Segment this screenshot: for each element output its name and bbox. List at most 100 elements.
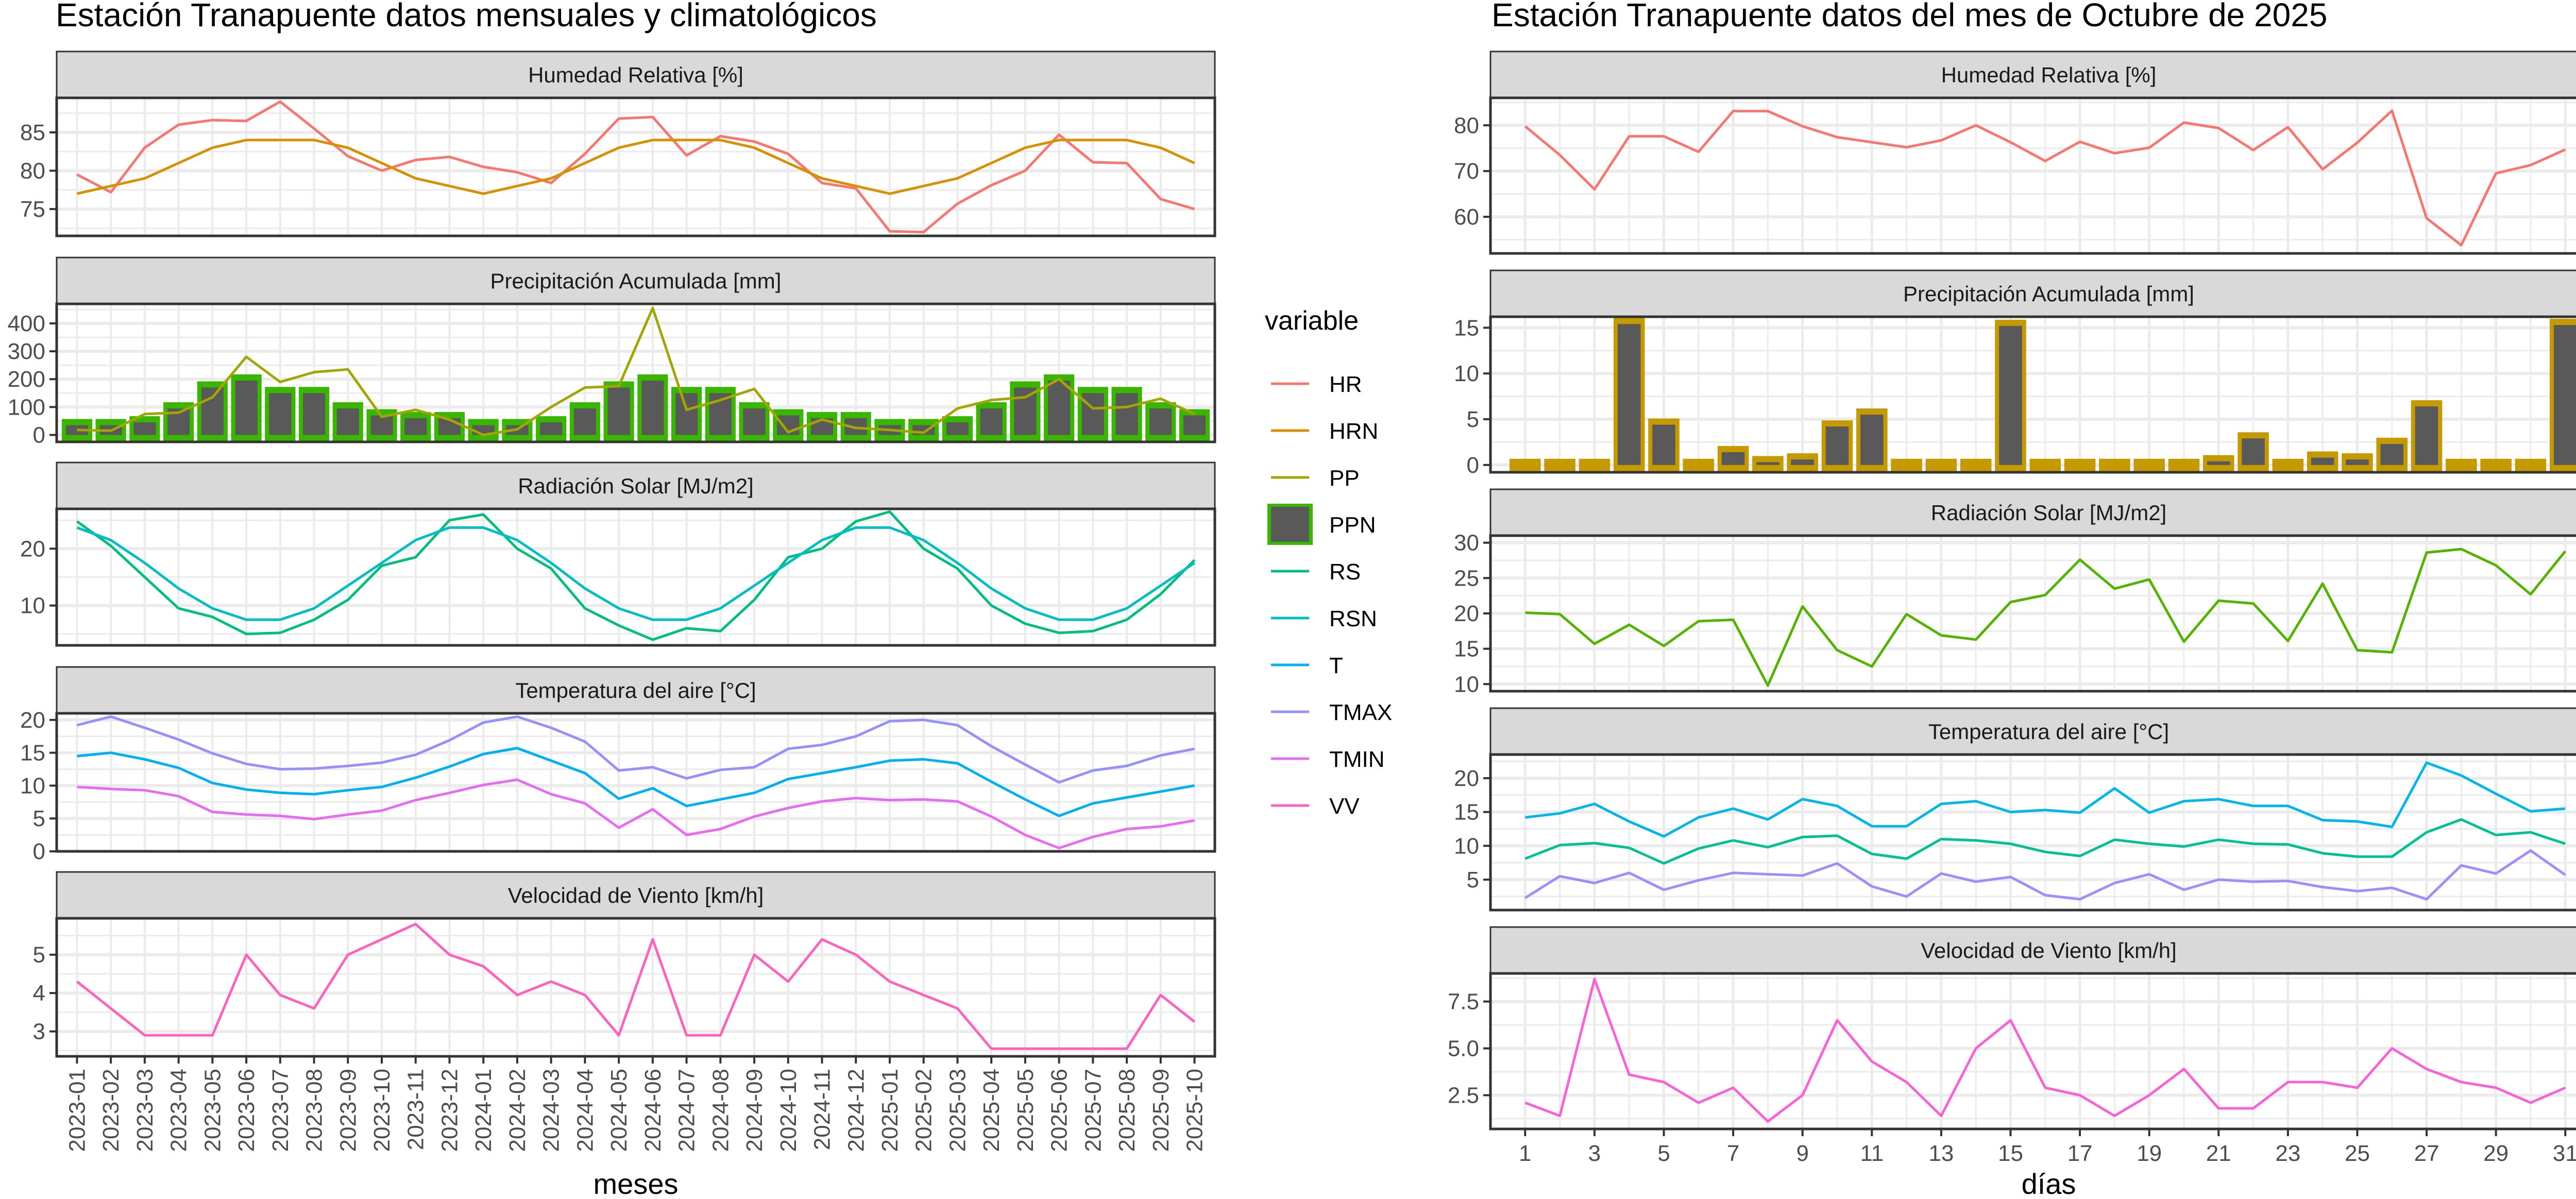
- facet-strip-label: Precipitación Acumulada [mm]: [490, 269, 782, 293]
- x-tick-label: 2025-10: [1182, 1069, 1208, 1152]
- y-tick-label: 80: [20, 158, 45, 183]
- right-chart: Humedad Relativa [%]607080Precipitación …: [1448, 50, 2576, 1199]
- bar-outline: [2515, 458, 2547, 471]
- panel-border: [1489, 534, 2576, 693]
- x-tick-label: 2024-05: [606, 1069, 632, 1152]
- bar: [201, 387, 224, 435]
- y-tick-label: 10: [20, 773, 45, 798]
- facet-panel: Radiación Solar [MJ/m2] 10 15 20 25 30: [1454, 488, 2576, 697]
- y-tick-label: 7.5: [1448, 989, 1479, 1015]
- y-tick-label: 60: [1454, 204, 1479, 230]
- y-tick-label: 15: [1454, 637, 1479, 662]
- left-chart-title: Estación Tranapuente datos mensuales y c…: [56, 0, 877, 33]
- left-chart: Humedad Relativa [%] 75 80 85 Precipitación …: [8, 50, 1392, 1199]
- bar: [2380, 443, 2404, 465]
- y-tick-label: 20: [1454, 601, 1479, 626]
- x-axis-title: meses: [594, 1168, 679, 1199]
- y-tick-label: 200: [8, 367, 45, 392]
- panel-background: [57, 98, 1215, 236]
- x-tick-label: 2024-07: [674, 1069, 700, 1152]
- legend-item: T: [1271, 653, 1343, 678]
- panel-border: [1489, 972, 2576, 1131]
- legend-item: VV: [1271, 794, 1360, 819]
- y-tick-label: 4: [33, 981, 45, 1006]
- facet-strip-label: Velocidad de Viento [km/h]: [1921, 938, 2177, 963]
- x-tick-label: 17: [2067, 1141, 2093, 1166]
- x-tick-label: 2024-12: [843, 1069, 869, 1152]
- facet-strip: [1489, 926, 2576, 974]
- series-line-pp: [77, 306, 1195, 436]
- bar: [1721, 452, 1745, 465]
- bar: [573, 408, 596, 435]
- x-tick-label: 2024-04: [572, 1069, 598, 1152]
- x-tick-label: 2023-08: [302, 1069, 327, 1152]
- legend-label: PP: [1329, 466, 1360, 491]
- facet-panel: Radiación Solar [MJ/m2] 10 20: [20, 461, 1216, 647]
- x-tick-label: 19: [2137, 1141, 2162, 1166]
- x-tick-label: 2023-09: [335, 1069, 361, 1152]
- bar-outline: [2446, 458, 2477, 471]
- bar-outline: [1925, 458, 1957, 471]
- legend: variable HR HRN PP PPN RS RSN T TMAX TMIN VV: [1265, 306, 1392, 819]
- x-tick-label: 2024-06: [640, 1069, 666, 1152]
- y-tick-label: 10: [1454, 361, 1479, 386]
- x-axis: 2023-01 2023-02 2023-03 2023-04 2023-05 2023-…: [64, 1056, 1208, 1199]
- bar-outline: [1960, 458, 1992, 471]
- panel-border: [1489, 315, 2576, 474]
- bar-outline: [1579, 458, 1611, 471]
- bar-outline: [2168, 458, 2200, 471]
- series-line-vv: [76, 922, 1196, 1050]
- legend-title: variable: [1265, 306, 1359, 336]
- x-tick-label: 2023-01: [64, 1069, 90, 1152]
- bar-outline: [1891, 458, 1922, 471]
- bar: [2415, 406, 2438, 465]
- y-tick-label: 75: [20, 197, 45, 222]
- panel-background: [1490, 973, 2576, 1129]
- bar: [1999, 326, 2022, 465]
- x-tick-label: 2025-08: [1114, 1069, 1140, 1152]
- panel-border: [55, 96, 1216, 237]
- x-tick-label: 2023-11: [403, 1069, 429, 1150]
- y-tick-label: 100: [8, 395, 45, 420]
- facet-panel: Humedad Relativa [%] 60 70 80: [1454, 50, 2576, 255]
- facet-panel: Humedad Relativa [%] 75 80 85: [20, 50, 1216, 237]
- facet-panel: Velocidad de Viento [km/h] 3 4 5: [33, 871, 1216, 1058]
- legend-item: RSN: [1271, 606, 1377, 631]
- x-tick-label: 7: [1727, 1141, 1739, 1166]
- legend-item: TMIN: [1271, 747, 1385, 772]
- y-tick-label: 5: [33, 806, 45, 831]
- x-tick-label: 2023-06: [234, 1069, 259, 1152]
- bar: [133, 422, 156, 435]
- x-tick-label: 2023-03: [132, 1069, 158, 1152]
- y-tick-label: 5: [1467, 407, 1479, 432]
- facet-strip: [1489, 50, 2576, 99]
- x-tick-label: 2025-01: [877, 1069, 903, 1152]
- legend-item: PP: [1271, 466, 1360, 491]
- bar: [1081, 393, 1104, 435]
- bar: [1115, 393, 1138, 435]
- legend-label: RS: [1329, 559, 1361, 585]
- x-tick-label: 21: [2206, 1141, 2231, 1166]
- bar: [269, 393, 292, 435]
- x-tick-label: 2023-02: [98, 1069, 124, 1152]
- x-axis-title: días: [2022, 1168, 2076, 1199]
- x-tick-label: 2024-11: [810, 1069, 835, 1150]
- x-tick-label: 2023-12: [437, 1069, 462, 1152]
- legend-item: TMAX: [1271, 700, 1392, 725]
- y-tick-label: 15: [1454, 800, 1479, 825]
- series-line-tmin: [77, 778, 1195, 850]
- bar: [2311, 457, 2334, 465]
- bar: [235, 380, 258, 435]
- series-line-rs: [1525, 547, 2567, 687]
- x-tick-label: 2024-02: [505, 1069, 530, 1152]
- y-tick-label: 80: [1454, 113, 1479, 138]
- x-tick-label: 9: [1796, 1141, 1808, 1166]
- x-tick-label: 1: [1519, 1141, 1531, 1166]
- bar-outline: [2480, 458, 2512, 471]
- bar-outline: [1510, 458, 1541, 471]
- facet-strip-label: Humedad Relativa [%]: [1941, 63, 2157, 87]
- facet-strip-label: Temperatura del aire [°C]: [515, 678, 756, 703]
- x-tick-label: 2023-05: [200, 1069, 225, 1152]
